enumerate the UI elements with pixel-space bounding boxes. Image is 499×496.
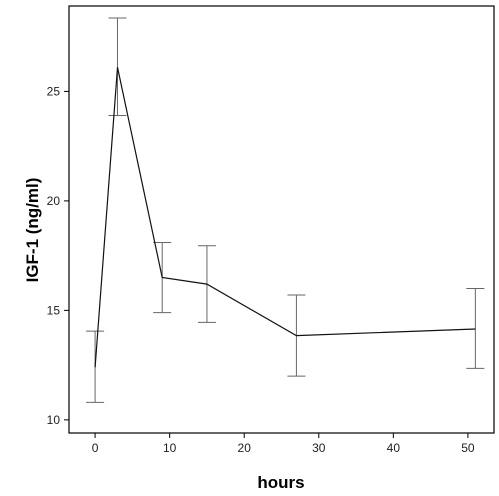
series-line: [94, 67, 476, 368]
x-tick-label: 30: [312, 441, 326, 455]
plot-border: [68, 5, 495, 434]
x-axis: 0 10 20 30 40 50: [92, 433, 475, 455]
y-tick-label: 15: [47, 303, 61, 317]
y-axis-title: IGF-1 (ng/ml): [23, 178, 42, 283]
error-bars: [86, 17, 485, 403]
series-line-group: [94, 67, 476, 368]
y-tick-label: 20: [47, 194, 61, 208]
x-tick-label: 50: [461, 441, 475, 455]
y-tick-label: 10: [47, 413, 61, 427]
x-axis-title: hours: [257, 473, 304, 492]
y-axis: 10 15 20 25: [47, 84, 69, 427]
plot-area-frame: [68, 5, 495, 434]
x-tick-label: 0: [92, 441, 99, 455]
x-tick-label: 20: [238, 441, 252, 455]
y-tick-label: 25: [47, 84, 61, 98]
x-tick-label: 10: [163, 441, 177, 455]
x-tick-label: 40: [387, 441, 401, 455]
